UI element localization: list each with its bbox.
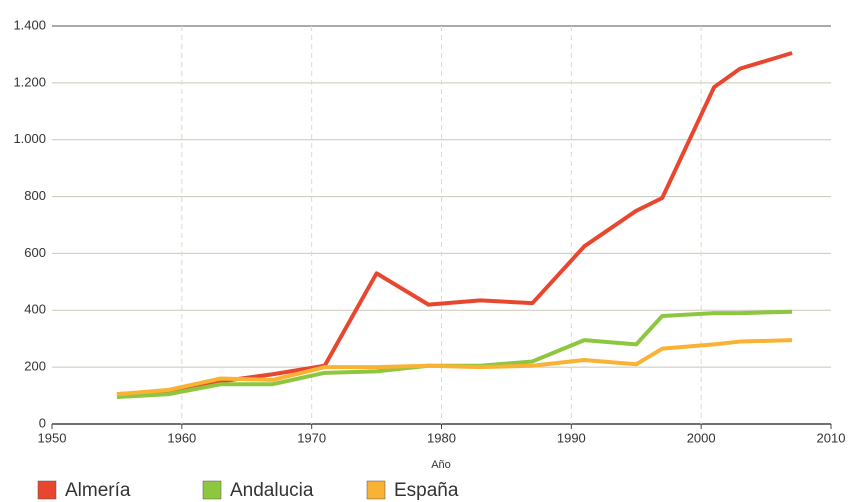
legend-label: Almería <box>65 480 131 501</box>
x-tick-label: 1970 <box>297 430 326 445</box>
legend-swatch <box>202 480 222 500</box>
x-tick-label: 2010 <box>817 430 846 445</box>
y-tick-label: 200 <box>24 359 46 374</box>
y-tick-label: 1.000 <box>13 131 46 146</box>
x-tick-label: 1990 <box>557 430 586 445</box>
x-tick-label: 1950 <box>38 430 67 445</box>
y-tick-label: 400 <box>24 302 46 317</box>
legend-swatch <box>37 480 57 500</box>
x-tick-label: 1960 <box>167 430 196 445</box>
y-tick-label: 800 <box>24 188 46 203</box>
x-axis-label: Año <box>431 459 451 471</box>
legend-swatch <box>366 480 386 500</box>
legend-label: España <box>394 480 459 501</box>
y-tick-label: 1.200 <box>13 74 46 89</box>
y-tick-label: 1.400 <box>13 17 46 32</box>
series-line <box>116 51 793 397</box>
x-tick-label: 1980 <box>427 430 456 445</box>
series-line <box>116 309 793 399</box>
y-tick-label: 600 <box>24 245 46 260</box>
y-tick-label: 0 <box>39 415 46 430</box>
x-tick-label: 2000 <box>687 430 716 445</box>
series-line <box>116 338 793 397</box>
legend-label: Andalucia <box>230 480 314 501</box>
